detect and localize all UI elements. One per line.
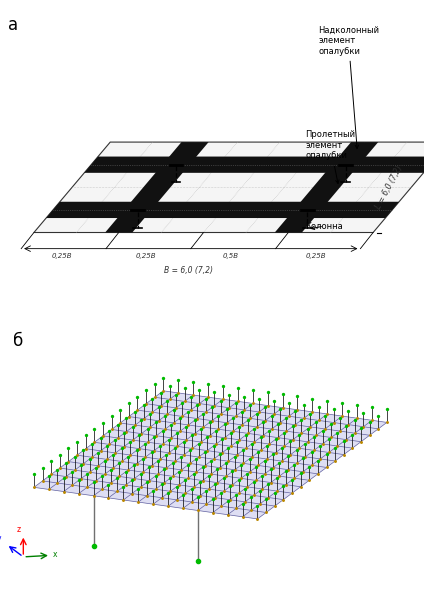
Text: б: б [13, 332, 23, 350]
Text: L = 6,0 (7,2): L = 6,0 (7,2) [374, 164, 404, 210]
Text: Надколонный
элемент
опалубки: Надколонный элемент опалубки [318, 26, 379, 148]
Text: Пролетный
элемент
опалубки: Пролетный элемент опалубки [305, 130, 355, 184]
Polygon shape [105, 142, 209, 233]
Text: а: а [8, 16, 19, 34]
Text: 0,25B: 0,25B [306, 252, 326, 258]
Text: x: x [53, 550, 58, 559]
Text: 0,5B: 0,5B [223, 252, 239, 258]
Text: B = 6,0 (7,2): B = 6,0 (7,2) [164, 267, 213, 276]
Polygon shape [34, 391, 387, 519]
Text: z: z [17, 525, 21, 534]
Text: y: y [0, 534, 1, 543]
Text: 0,25B: 0,25B [136, 252, 156, 258]
Polygon shape [46, 202, 399, 218]
Polygon shape [34, 142, 424, 233]
Text: Колонна: Колонна [305, 221, 343, 231]
Polygon shape [84, 157, 424, 173]
Text: 0,25B: 0,25B [51, 252, 72, 258]
Polygon shape [275, 142, 378, 233]
